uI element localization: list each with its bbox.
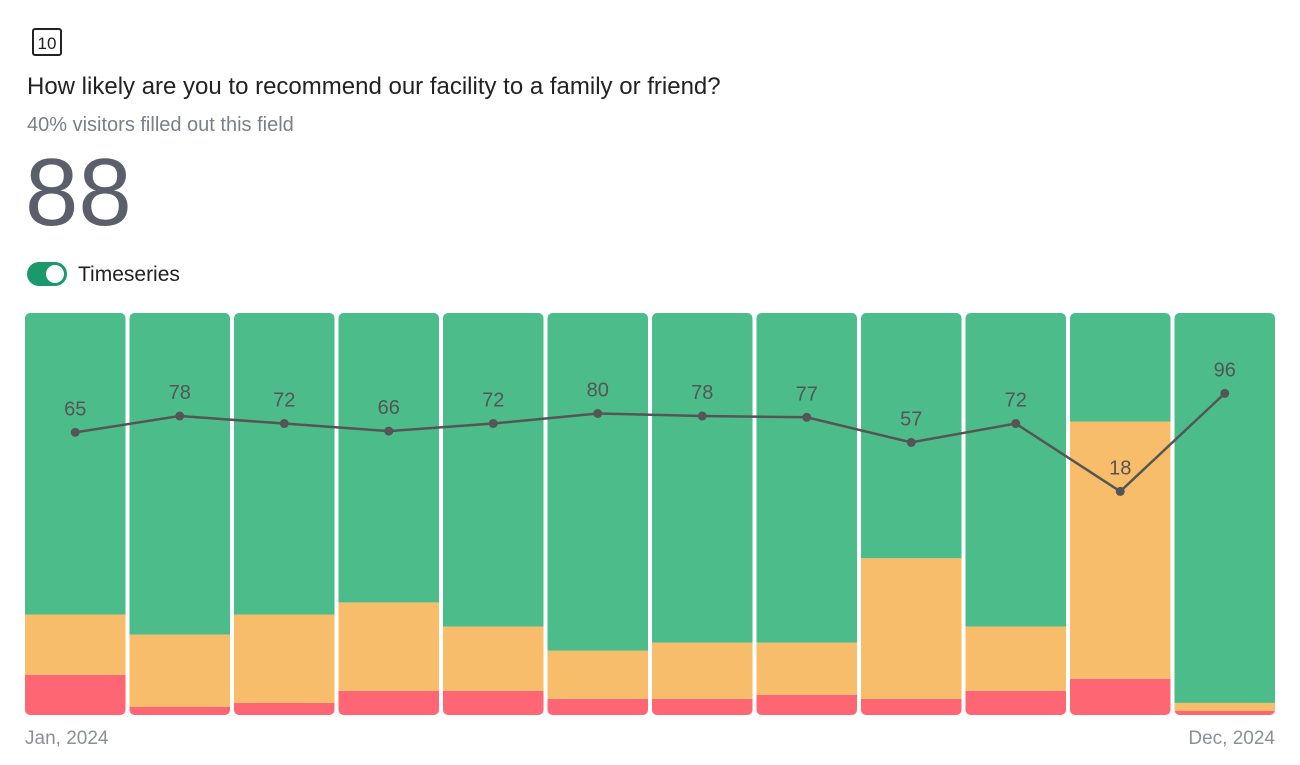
- bar-column: [652, 313, 753, 715]
- score: 88: [25, 139, 132, 246]
- bar-segment: [965, 626, 1066, 691]
- bar-segment: [338, 690, 439, 715]
- bar-segment: [25, 313, 126, 615]
- bar-segment: [234, 313, 335, 615]
- bar-column: [756, 313, 857, 715]
- bar-segment: [25, 674, 126, 715]
- bar-segment: [234, 614, 335, 703]
- x-tick-label: Jan, 2024: [25, 728, 109, 749]
- bar-segment: [443, 626, 544, 691]
- nps-point: [697, 411, 707, 421]
- bar-segment: [129, 313, 230, 635]
- bar-segment: [756, 313, 857, 643]
- bar-segment: [338, 313, 439, 603]
- bar-segment: [652, 642, 753, 699]
- nps-point: [384, 426, 394, 436]
- value-label: 65: [64, 398, 86, 420]
- bar-segment: [338, 602, 439, 691]
- bar-segment: [443, 313, 544, 627]
- bar-segment: [129, 634, 230, 707]
- nps-point: [175, 411, 185, 421]
- nps-point: [1011, 419, 1021, 429]
- nps-point: [488, 419, 498, 429]
- subtitle: 40% visitors filled out this field: [27, 114, 294, 136]
- bar-segment: [861, 698, 962, 715]
- value-label: 78: [691, 382, 713, 404]
- bar-segment: [547, 650, 648, 699]
- icon-box: [32, 28, 62, 56]
- bar-segment: [756, 694, 857, 715]
- bar-column: [861, 313, 962, 715]
- bar-segment: [756, 642, 857, 695]
- nps-point: [1115, 486, 1125, 496]
- title: How likely are you to recommend our faci…: [27, 73, 721, 100]
- toggle-label: Timeseries: [78, 263, 180, 286]
- value-label: 66: [378, 397, 400, 419]
- bar-segment: [547, 313, 648, 651]
- bar-segment: [234, 702, 335, 715]
- bar-segment: [25, 614, 126, 675]
- value-label: 77: [796, 383, 818, 405]
- bar-column: [443, 313, 544, 715]
- nps-point: [1220, 388, 1230, 398]
- bar-segment: [652, 313, 753, 643]
- value-label: 96: [1214, 359, 1236, 381]
- nps-point: [279, 419, 289, 429]
- nps-point: [70, 427, 80, 437]
- nps-point: [802, 412, 812, 422]
- bar-column: [129, 313, 230, 715]
- value-label: 72: [482, 390, 504, 412]
- bar-segment: [965, 690, 1066, 715]
- value-label: 80: [587, 380, 609, 402]
- value-label: 57: [900, 408, 922, 430]
- value-label: 72: [273, 390, 295, 412]
- bar-segment: [1174, 702, 1275, 711]
- bar-segment: [1174, 313, 1275, 703]
- bar-segment: [1070, 421, 1171, 679]
- bar-segment: [1070, 678, 1171, 715]
- bar-column: [547, 313, 648, 715]
- toggle-knob[interactable]: [46, 265, 64, 283]
- bar-column: [1174, 313, 1275, 715]
- bar-column: [338, 313, 439, 715]
- bar-segment: [129, 706, 230, 715]
- bar-column: [234, 313, 335, 715]
- value-label: 18: [1109, 457, 1131, 479]
- bar-segment: [861, 558, 962, 699]
- nps-point: [593, 409, 603, 418]
- bar-segment: [1070, 313, 1171, 422]
- x-tick-label: Dec, 2024: [1188, 728, 1275, 749]
- bar-column: [1070, 313, 1171, 715]
- bar-column: [25, 313, 126, 715]
- value-label: 72: [1005, 390, 1027, 412]
- nps-line: [75, 392, 1226, 493]
- bar-segment: [1174, 710, 1275, 715]
- icon-text: 10: [38, 34, 57, 53]
- value-label: 78: [169, 382, 191, 404]
- bar-segment: [652, 698, 753, 715]
- nps-point: [906, 437, 916, 447]
- bar-column: [965, 313, 1066, 715]
- bar-segment: [443, 690, 544, 715]
- bar-segment: [965, 313, 1066, 627]
- bar-segment: [547, 698, 648, 715]
